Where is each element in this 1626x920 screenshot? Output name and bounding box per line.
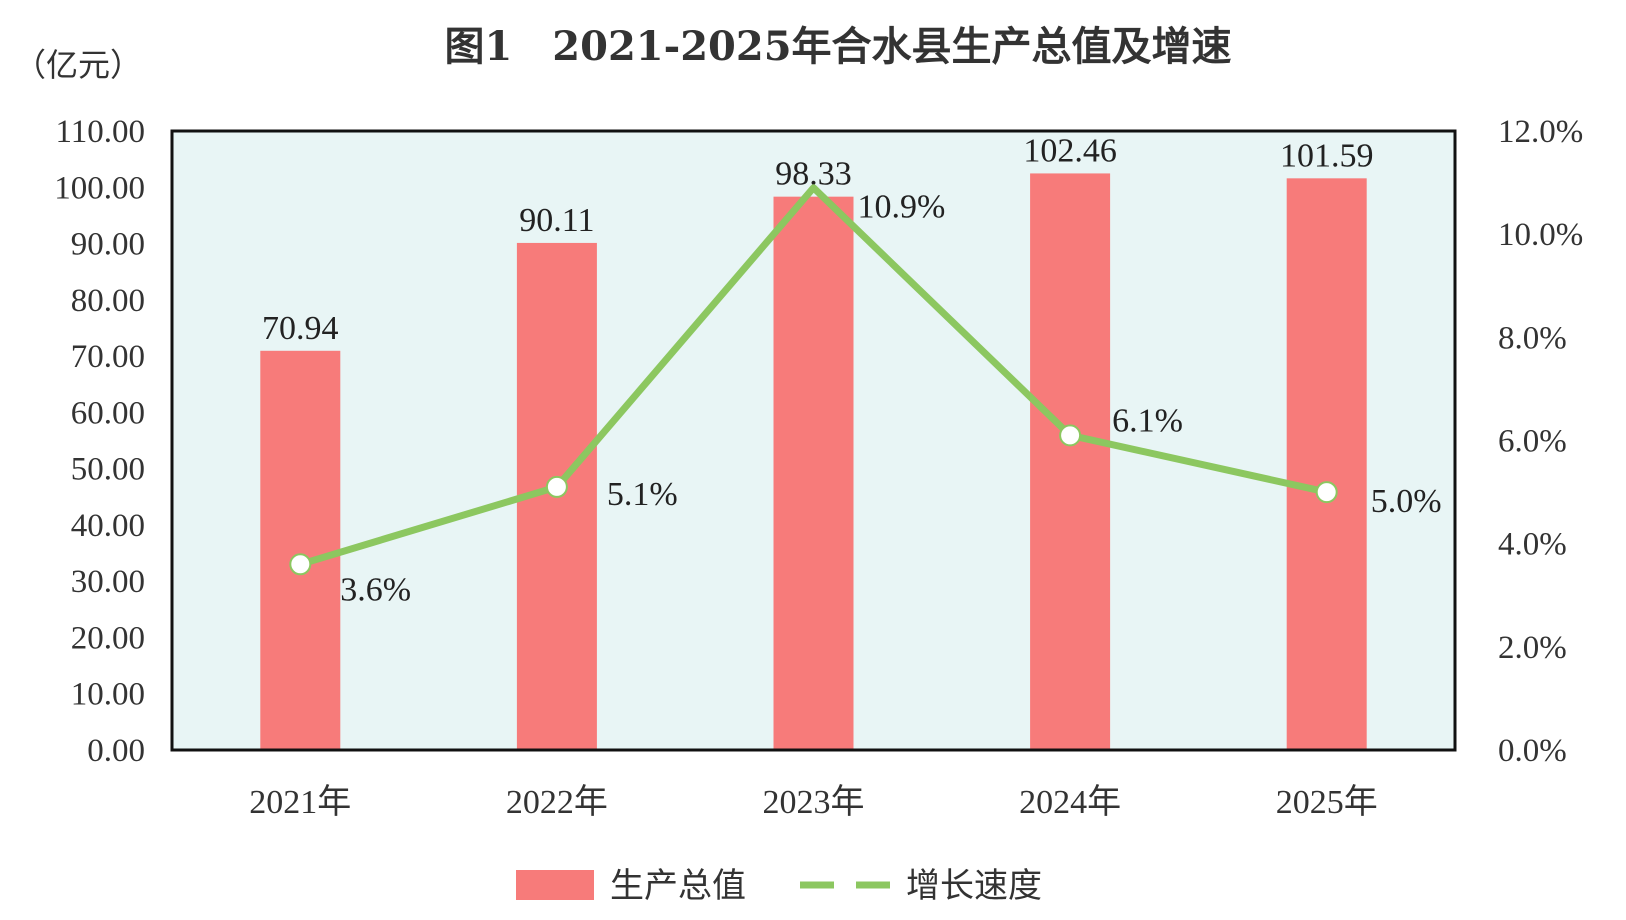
y-left-tick-label: 80.00 — [71, 283, 145, 319]
line-data-labels: 3.6% 5.1% 10.9% 6.1% 5.0% — [340, 189, 1441, 609]
y-right-tick-label: 12.0% — [1498, 114, 1583, 150]
legend: 生产总值 增长速度 — [516, 866, 1042, 906]
bar — [773, 196, 854, 750]
y-unit-label: （亿元） — [14, 46, 142, 84]
x-tick-label: 2021年 — [249, 783, 351, 821]
y-left-tick-label: 0.00 — [87, 733, 145, 769]
line-data-label: 3.6% — [340, 571, 411, 608]
y-left-tick-label: 90.00 — [71, 227, 145, 263]
y-right-tick-label: 6.0% — [1498, 424, 1567, 460]
line-point — [289, 553, 312, 576]
bar-data-label: 102.46 — [1023, 132, 1117, 169]
bar — [1286, 178, 1367, 750]
x-tick-label: 2024年 — [1019, 783, 1121, 821]
bar-data-label: 90.11 — [519, 202, 594, 239]
y-left-tick-label: 10.00 — [71, 677, 145, 713]
legend-label-gdp: 生产总值 — [610, 866, 746, 906]
line-series — [289, 184, 1338, 576]
line-data-label: 5.0% — [1371, 483, 1442, 520]
bar-series — [260, 173, 1367, 751]
y-right-tick-label: 8.0% — [1498, 320, 1567, 356]
y-right-tick-label: 4.0% — [1498, 527, 1567, 563]
y-right-tick-label: 0.0% — [1498, 733, 1567, 769]
bar-data-label: 70.94 — [262, 310, 339, 347]
bar — [260, 350, 341, 750]
y-left-tick-label: 30.00 — [71, 564, 145, 600]
line-point — [545, 475, 568, 498]
y-left-tick-label: 60.00 — [71, 395, 145, 431]
legend-label-growth: 增长速度 — [906, 866, 1042, 906]
y-left-tick-label: 40.00 — [71, 508, 145, 544]
legend-swatch-gdp — [516, 870, 594, 900]
line-point — [1059, 424, 1082, 447]
line-point — [1315, 481, 1338, 504]
bar — [1030, 173, 1111, 751]
bar-data-label: 101.59 — [1280, 137, 1374, 174]
growth-line — [296, 184, 1331, 568]
y-left-tick-label: 100.00 — [54, 170, 145, 206]
line-data-label: 6.1% — [1112, 402, 1183, 439]
y-right-tick-label: 10.0% — [1498, 217, 1583, 253]
y-left-tick-label: 70.00 — [71, 339, 145, 375]
x-tick-label: 2025年 — [1276, 783, 1378, 821]
left-axis: 0.00 10.00 20.00 30.00 40.00 50.00 60.00 70.00 8… — [54, 114, 145, 769]
y-left-tick-label: 20.00 — [71, 620, 145, 656]
x-tick-label: 2022年 — [506, 783, 608, 821]
line-data-label: 5.1% — [607, 476, 678, 513]
right-axis: 0.0% 2.0% 4.0% 6.0% 8.0% 10.0% 12.0% — [1498, 114, 1583, 769]
y-left-tick-label: 50.00 — [71, 452, 145, 488]
chart-title: 图1 2021-2025年合水县生产总值及增速 — [444, 23, 1231, 70]
y-left-tick-label: 110.00 — [55, 114, 145, 150]
plot-frame — [170, 129, 1457, 752]
x-axis: 2021年 2022年 2023年 2024年 2025年 — [249, 783, 1377, 821]
x-tick-label: 2023年 — [763, 783, 865, 821]
y-right-tick-label: 2.0% — [1498, 630, 1567, 666]
line-data-label: 10.9% — [858, 189, 946, 226]
